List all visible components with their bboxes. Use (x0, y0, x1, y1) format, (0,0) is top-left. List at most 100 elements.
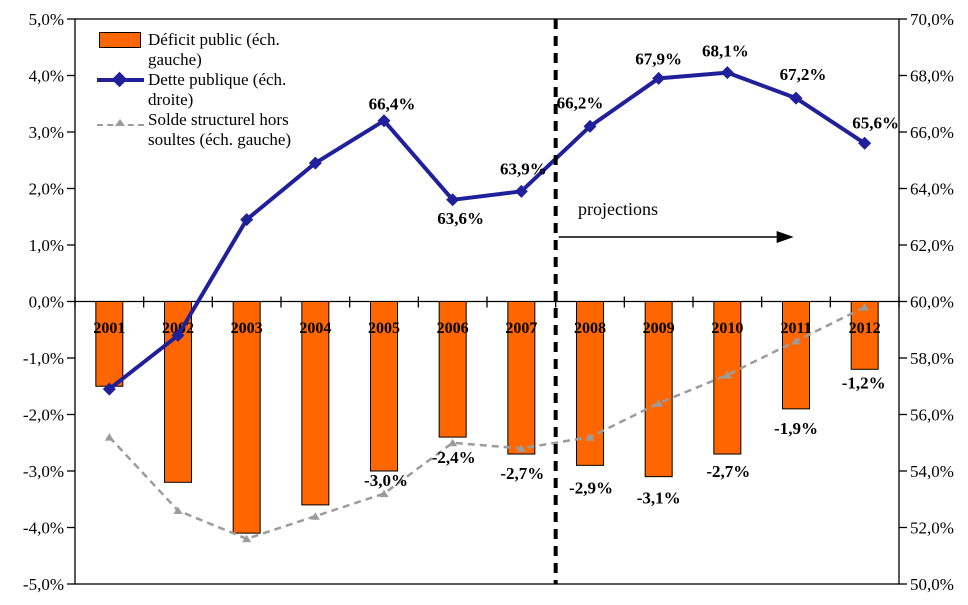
right-axis-tick-label: 56,0% (910, 406, 954, 425)
left-axis-tick-label: -5,0% (23, 575, 64, 594)
diamond-marker (102, 382, 116, 396)
left-axis-tick-label: 5,0% (29, 10, 64, 29)
dette-value-label: 63,9% (500, 159, 547, 178)
triangle-marker (860, 303, 870, 311)
diamond-marker (171, 328, 185, 342)
right-axis-tick-label: 58,0% (910, 349, 954, 368)
right-axis-tick-label: 60,0% (910, 293, 954, 312)
year-label: 2003 (231, 320, 263, 337)
diamond-marker (858, 136, 872, 150)
triangle-marker (516, 444, 526, 452)
deficit-bar (782, 301, 810, 410)
triangle-marker (104, 433, 114, 441)
left-axis-tick-label: 0,0% (29, 293, 64, 312)
left-axis-tick-label: -1,0% (23, 349, 64, 368)
diamond-marker (308, 156, 322, 170)
deficit-value-label: -3,1% (637, 489, 681, 508)
left-axis-tick-label: -2,0% (23, 406, 64, 425)
triangle-marker (310, 512, 320, 520)
deficit-value-label: -2,7% (500, 464, 544, 483)
right-axis-tick-label: 70,0% (910, 10, 954, 29)
year-label: 2007 (505, 320, 537, 337)
triangle-marker (722, 370, 732, 379)
left-axis-tick-label: 2,0% (29, 180, 64, 199)
right-axis-tick-label: 50,0% (910, 575, 954, 594)
dette-value-label: 67,9% (635, 49, 682, 68)
deficit-bar (95, 301, 124, 387)
deficit-bar (232, 301, 261, 534)
right-axis-tick-label: 66,0% (910, 123, 954, 142)
deficit-bar (370, 301, 398, 472)
left-axis-tick-label: -4,0% (23, 519, 64, 538)
year-label: 2012 (849, 320, 881, 337)
year-label: 2005 (368, 320, 400, 337)
dette-value-label: 66,2% (557, 93, 604, 112)
left-axis-tick-label: 3,0% (29, 123, 64, 142)
legend-item-dette-publique: Dette publique (éch. droite) (94, 70, 334, 110)
left-axis-tick-label: -3,0% (23, 462, 64, 481)
bar-swatch-icon (99, 32, 141, 48)
projections-label: projections (578, 199, 658, 219)
triangle-marker-icon (115, 119, 125, 126)
year-label: 2006 (437, 320, 469, 337)
triangle-marker (791, 337, 801, 345)
dette-value-label: 68,1% (702, 42, 749, 61)
triangle-marker (379, 489, 389, 498)
deficit-value-label: -1,9% (774, 419, 818, 438)
right-axis-tick-label: 68,0% (910, 67, 954, 86)
deficit-bar (301, 301, 330, 506)
year-label: 2008 (574, 320, 606, 337)
year-label: 2011 (780, 320, 811, 337)
triangle-marker (448, 438, 458, 447)
legend-marker-deficit (94, 30, 148, 70)
solde-structurel-line (108, 306, 866, 541)
legend-label-dette: Dette publique (éch. droite) (148, 70, 287, 109)
right-axis-tick-label: 54,0% (910, 462, 954, 481)
dette-value-label: 65,6% (852, 113, 899, 132)
right-axis-tick-label: 64,0% (910, 180, 954, 199)
deficit-bar (644, 301, 673, 478)
dette-value-label: 67,2% (780, 65, 827, 84)
diamond-marker (720, 66, 734, 80)
triangle-marker (173, 506, 183, 515)
arrow-head-icon (776, 231, 794, 243)
deficit-bar (507, 301, 536, 455)
diamond-marker (377, 114, 391, 128)
legend-marker-dette (94, 70, 148, 110)
legend-item-solde-structurel: Solde structurel hors soultes (éch. gauc… (94, 110, 334, 150)
deficit-value-label: -2,9% (569, 478, 613, 497)
left-axis-tick-label: 1,0% (29, 236, 64, 255)
triangle-marker (585, 433, 595, 441)
deficit-value-label: -2,4% (432, 448, 476, 467)
diamond-marker-icon (111, 71, 128, 88)
deficit-bar (438, 301, 467, 438)
legend-label-solde: Solde structurel hors soultes (éch. gauc… (148, 110, 292, 149)
deficit-value-label: -2,7% (706, 462, 750, 481)
year-label: 2001 (93, 320, 125, 337)
diamond-marker (514, 184, 528, 198)
year-label: 2009 (643, 320, 675, 337)
diamond-marker (652, 71, 666, 85)
year-label: 2004 (299, 320, 331, 337)
deficit-value-label: -3,0% (364, 471, 408, 490)
diamond-marker (583, 119, 597, 133)
dette-value-label: 63,6% (437, 209, 484, 228)
triangle-marker (242, 534, 252, 543)
dette-publique-line (108, 70, 866, 391)
dette-value-label: 66,4% (369, 95, 416, 114)
year-label: 2010 (711, 320, 743, 337)
legend-marker-solde (94, 110, 148, 150)
legend-item-deficit-public: Déficit public (éch. gauche) (94, 30, 334, 70)
diamond-marker (446, 193, 460, 207)
legend-label-deficit: Déficit public (éch. gauche) (148, 30, 280, 69)
diamond-marker (789, 91, 803, 105)
diamond-marker (240, 213, 254, 227)
deficit-value-label: -1,2% (842, 373, 886, 392)
chart-legend: Déficit public (éch. gauche) Dette publi… (94, 30, 334, 150)
right-axis-tick-label: 62,0% (910, 236, 954, 255)
triangle-marker (654, 399, 664, 407)
deficit-bar (850, 301, 879, 370)
left-axis-tick-label: 4,0% (29, 67, 64, 86)
